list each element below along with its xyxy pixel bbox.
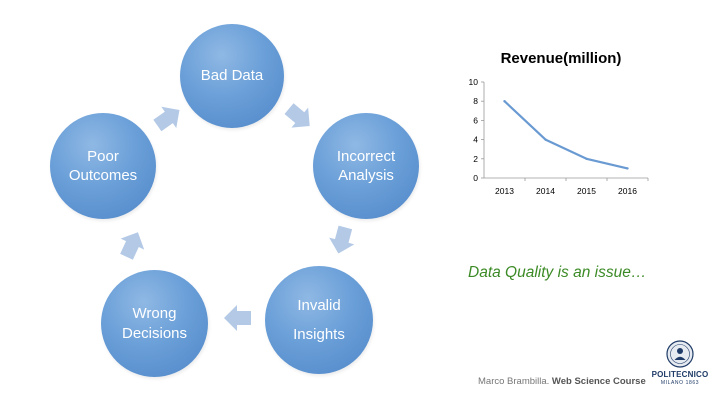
data-point [503, 100, 506, 103]
footer-course: Web Science Course [551, 376, 646, 387]
node-label: Insights [293, 326, 345, 343]
y-tick-label: 8 [473, 96, 478, 106]
node-label: Poor [87, 147, 119, 165]
logo-name: POLITECNICO [651, 370, 709, 379]
x-tick-label: 2014 [536, 186, 555, 196]
y-tick-label: 10 [469, 77, 479, 87]
data-point [626, 167, 629, 170]
x-tick-label: 2013 [495, 186, 514, 196]
cycle-node-poor-outcomes: Poor Outcomes [50, 113, 156, 219]
node-label: Decisions [121, 324, 188, 342]
data-quality-callout: Data Quality is an issue… [468, 264, 647, 281]
cycle-node-wrong-decisions: Wrong Decisions [101, 270, 208, 377]
y-tick-label: 2 [473, 154, 478, 164]
footer-author: Marco Brambilla. [478, 376, 550, 387]
y-tick-label: 6 [473, 115, 478, 125]
cycle-arrow-4 [120, 232, 145, 260]
y-tick-label: 0 [473, 173, 478, 183]
chart-title: Revenue(million) [500, 50, 622, 67]
node-label: Bad Data [200, 67, 264, 85]
node-label: Outcomes [68, 167, 138, 184]
y-tick-label: 4 [473, 135, 478, 145]
node-label: Wrong [132, 305, 177, 322]
data-point [585, 157, 588, 160]
cycle-node-invalid-insights: Invalid Insights [265, 266, 373, 374]
node-label: Analysis [338, 167, 394, 184]
cycle-arrow-5 [153, 106, 180, 132]
node-label: Incorrect [336, 147, 396, 165]
cycle-arrow-1 [284, 103, 310, 128]
cycle-node-incorrect-analysis: Incorrect Analysis [313, 113, 419, 219]
series-line [503, 100, 628, 170]
cycle-arrow-2 [329, 225, 355, 254]
data-point [544, 138, 547, 141]
node-label: Invalid [297, 296, 341, 314]
cycle-node-bad-data: Bad Data [180, 24, 284, 128]
footer-credit: Marco Brambilla. Web Science Course [478, 376, 646, 387]
logo-subtitle: MILANO 1863 [660, 380, 700, 386]
seal-icon [666, 340, 694, 368]
cycle-arrow-3 [224, 305, 251, 331]
x-tick-label: 2016 [618, 186, 637, 196]
x-tick-label: 2015 [577, 186, 596, 196]
politecnico-logo: POLITECNICO MILANO 1863 [650, 340, 710, 390]
